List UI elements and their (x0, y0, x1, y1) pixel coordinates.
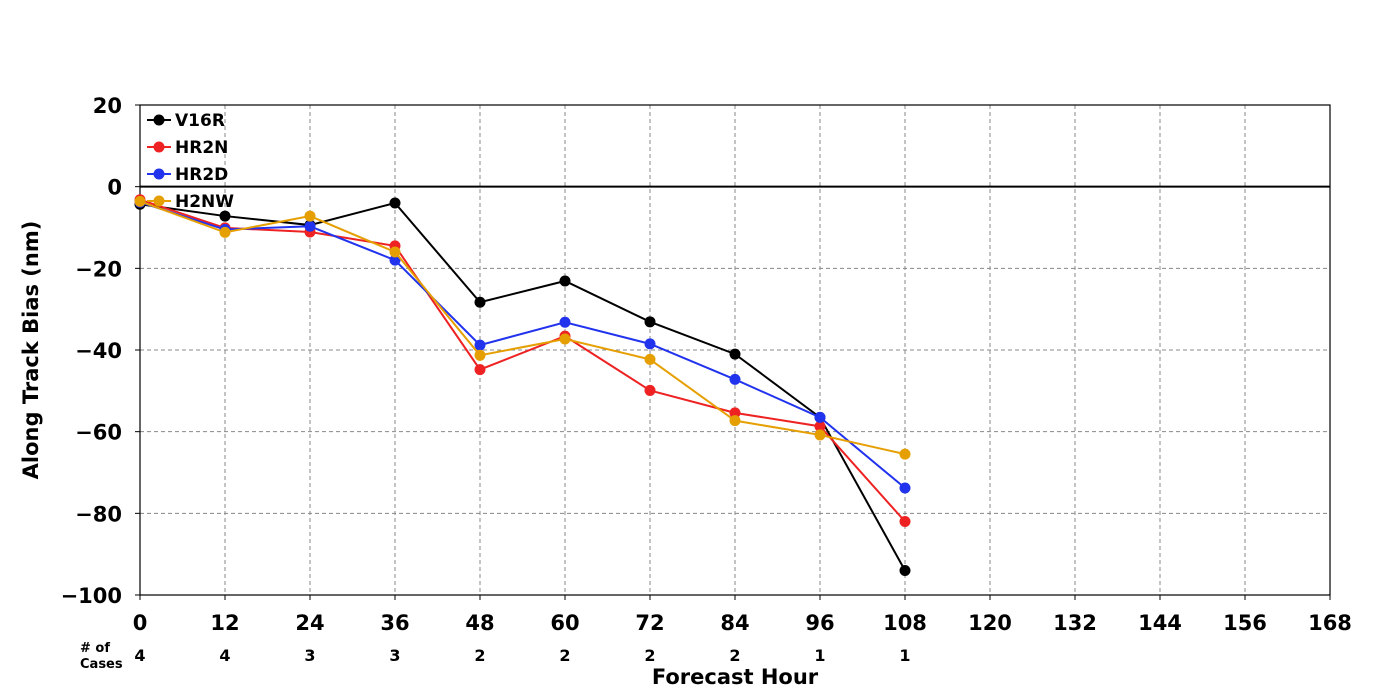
legend-marker (153, 195, 165, 207)
case-count: 4 (219, 646, 230, 665)
data-point (729, 348, 741, 360)
data-point (474, 339, 486, 351)
cases-label-line1: # of (80, 641, 110, 656)
data-point (814, 429, 826, 441)
data-point (304, 210, 316, 222)
case-count: 1 (899, 646, 910, 665)
y-tick-label: −100 (61, 584, 122, 608)
data-point (474, 296, 486, 308)
case-count: 3 (389, 646, 400, 665)
data-point (814, 420, 826, 432)
data-point (389, 254, 401, 266)
y-axis-label: Along Track Bias (nm) (19, 221, 43, 480)
data-point (134, 195, 146, 207)
data-point (644, 353, 656, 365)
x-tick-label: 144 (1138, 611, 1182, 635)
x-tick-label: 12 (210, 611, 239, 635)
data-point (899, 448, 911, 460)
x-tick-label: 120 (968, 611, 1012, 635)
data-point (474, 349, 486, 361)
legend: V16R HR2N HR2D H2NW (147, 111, 234, 212)
x-tick-label: 72 (635, 611, 664, 635)
cases-row: 4 4 3 3 2 2 2 2 1 1 (134, 646, 910, 665)
series-line (139, 198, 906, 523)
data-point (899, 482, 911, 494)
x-tick-label: 24 (295, 611, 324, 635)
data-point (729, 407, 741, 419)
y-tick-label: 0 (107, 176, 122, 200)
legend-label: HR2N (175, 138, 228, 158)
legend-label: HR2D (175, 165, 228, 185)
data-point (814, 411, 826, 423)
case-count: 2 (644, 646, 655, 665)
series-hr2n (134, 194, 911, 527)
y-tick-labels: 20 0 −20 −40 −60 −80 −100 (61, 94, 140, 608)
x-tick-label: 156 (1223, 611, 1267, 635)
data-point (729, 373, 741, 385)
data-point (559, 333, 571, 345)
x-tick-label: 0 (133, 611, 148, 635)
series-line (139, 201, 906, 489)
case-count: 4 (134, 646, 145, 665)
data-point (219, 210, 231, 222)
data-point (644, 384, 656, 396)
x-tick-label: 96 (805, 611, 834, 635)
y-tick-label: −80 (75, 502, 122, 526)
y-tick-label: −40 (75, 339, 122, 363)
data-point (644, 338, 656, 350)
legend-marker (153, 141, 165, 153)
legend-marker (153, 168, 165, 180)
legend-label: H2NW (175, 192, 234, 212)
case-count: 2 (474, 646, 485, 665)
case-count: 2 (729, 646, 740, 665)
data-point (389, 197, 401, 209)
case-count: 2 (559, 646, 570, 665)
x-tick-label: 36 (380, 611, 409, 635)
legend-item: HR2D (147, 165, 228, 185)
data-point (389, 246, 401, 258)
data-point (899, 565, 911, 576)
legend-marker (153, 114, 165, 126)
series-layer (134, 194, 911, 576)
y-tick-label: −60 (75, 421, 122, 445)
series-line (139, 200, 906, 456)
y-tick-label: 20 (93, 94, 122, 118)
x-tick-label: 60 (550, 611, 579, 635)
data-point (474, 364, 486, 376)
x-tick-label: 168 (1308, 611, 1352, 635)
x-tick-label: 132 (1053, 611, 1097, 635)
data-point (899, 516, 911, 527)
case-count: 3 (304, 646, 315, 665)
data-point (729, 415, 741, 427)
x-tick-label: 108 (883, 611, 927, 635)
x-tick-labels: 0 12 24 36 48 60 72 84 96 108 120 132 144 156 168 (133, 595, 1352, 635)
data-point (644, 316, 656, 328)
data-point (219, 226, 231, 238)
y-tick-label: −20 (75, 257, 122, 281)
legend-item: V16R (147, 111, 225, 131)
x-tick-label: 84 (720, 611, 749, 635)
series-h2nw (134, 195, 911, 460)
x-axis-label: Forecast Hour (652, 665, 819, 689)
series-line (139, 201, 906, 571)
data-point (559, 316, 571, 328)
series-hr2d (134, 196, 911, 494)
legend-item: HR2N (147, 138, 228, 158)
legend-item: H2NW (147, 192, 234, 212)
x-tick-label: 48 (465, 611, 494, 635)
case-count: 1 (814, 646, 825, 665)
cases-label-line2: Cases (80, 657, 123, 672)
legend-label: V16R (175, 111, 225, 131)
series-v16r (134, 197, 911, 576)
data-point (304, 220, 316, 232)
data-point (559, 275, 571, 287)
